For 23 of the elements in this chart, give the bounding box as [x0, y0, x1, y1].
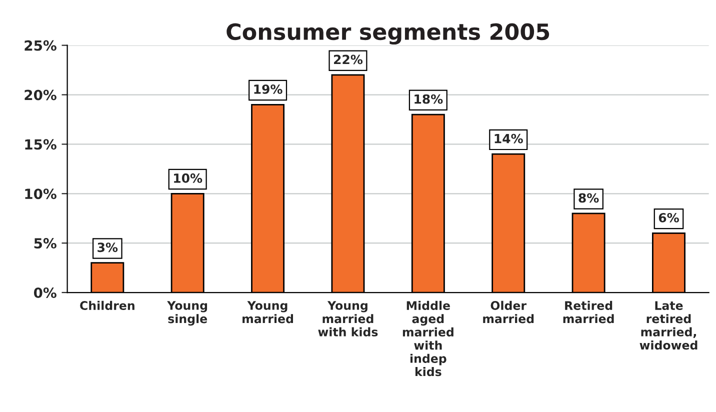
data-label: 22%: [334, 54, 363, 64]
data-label: 6%: [658, 212, 679, 222]
y-tick-label: 10%: [25, 188, 56, 200]
y-tick-label: 20%: [24, 90, 56, 100]
data-label: 19%: [254, 84, 282, 94]
y-tick-label: 5%: [34, 238, 56, 249]
y-tick-label: 15%: [25, 139, 56, 150]
y-tick-label: 0%: [34, 287, 56, 298]
chart-title: Consumer segments 2005: [226, 23, 550, 45]
data-label: 3%: [98, 242, 118, 252]
data-label: 8%: [578, 193, 599, 203]
x-tick-label: Older married: [483, 300, 534, 324]
data-label: 18%: [414, 94, 443, 104]
y-tick-label: 25%: [24, 40, 56, 51]
x-tick-label: Retired married: [563, 300, 614, 324]
x-tick-label: Middle aged married with indep kids: [402, 300, 454, 376]
data-label: 14%: [494, 134, 523, 144]
x-tick-label: Young single: [167, 301, 208, 326]
x-tick-label: Late retired married, widowed: [640, 301, 698, 350]
x-tick-label: Young married: [242, 301, 293, 324]
x-tick-label: Young married with kids: [318, 301, 378, 336]
x-tick-label: Children: [80, 300, 134, 310]
data-label: 10%: [174, 173, 202, 183]
